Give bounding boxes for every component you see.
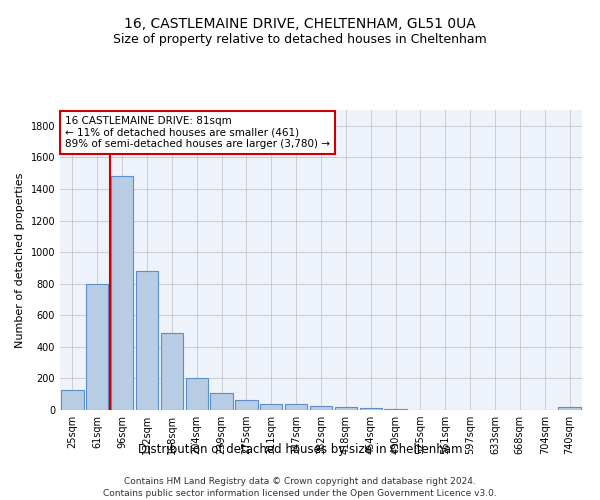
Bar — [136, 271, 158, 410]
Text: Contains public sector information licensed under the Open Government Licence v3: Contains public sector information licen… — [103, 489, 497, 498]
Bar — [111, 176, 133, 410]
Bar — [285, 404, 307, 410]
Bar — [335, 406, 357, 410]
Text: 16, CASTLEMAINE DRIVE, CHELTENHAM, GL51 0UA: 16, CASTLEMAINE DRIVE, CHELTENHAM, GL51 … — [124, 18, 476, 32]
Bar — [559, 407, 581, 410]
Bar — [385, 409, 407, 410]
Text: Size of property relative to detached houses in Cheltenham: Size of property relative to detached ho… — [113, 32, 487, 46]
Bar — [86, 284, 109, 410]
Bar — [235, 400, 257, 410]
Bar — [359, 408, 382, 410]
Bar — [310, 406, 332, 410]
Bar — [211, 394, 233, 410]
Bar — [185, 378, 208, 410]
Bar — [61, 390, 83, 410]
Text: 16 CASTLEMAINE DRIVE: 81sqm
← 11% of detached houses are smaller (461)
89% of se: 16 CASTLEMAINE DRIVE: 81sqm ← 11% of det… — [65, 116, 330, 149]
Y-axis label: Number of detached properties: Number of detached properties — [15, 172, 25, 348]
Text: Contains HM Land Registry data © Crown copyright and database right 2024.: Contains HM Land Registry data © Crown c… — [124, 478, 476, 486]
Bar — [161, 332, 183, 410]
Bar — [260, 404, 283, 410]
Text: Distribution of detached houses by size in Cheltenham: Distribution of detached houses by size … — [138, 442, 462, 456]
